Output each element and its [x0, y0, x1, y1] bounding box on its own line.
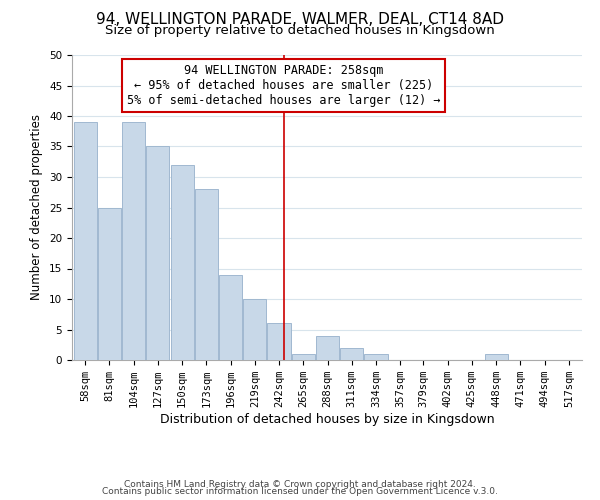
Text: Size of property relative to detached houses in Kingsdown: Size of property relative to detached ho… [105, 24, 495, 37]
Bar [340, 348, 364, 360]
Text: Contains public sector information licensed under the Open Government Licence v.: Contains public sector information licen… [102, 487, 498, 496]
Bar [146, 146, 169, 360]
Bar [219, 274, 242, 360]
X-axis label: Distribution of detached houses by size in Kingsdown: Distribution of detached houses by size … [160, 413, 494, 426]
Text: 94, WELLINGTON PARADE, WALMER, DEAL, CT14 8AD: 94, WELLINGTON PARADE, WALMER, DEAL, CT1… [96, 12, 504, 28]
Bar [195, 189, 218, 360]
Bar [74, 122, 97, 360]
Bar [316, 336, 339, 360]
Bar [292, 354, 315, 360]
Bar [122, 122, 145, 360]
Bar [268, 324, 290, 360]
Bar [243, 299, 266, 360]
Bar [98, 208, 121, 360]
Bar [485, 354, 508, 360]
Bar [364, 354, 388, 360]
Text: Contains HM Land Registry data © Crown copyright and database right 2024.: Contains HM Land Registry data © Crown c… [124, 480, 476, 489]
Bar [170, 165, 194, 360]
Y-axis label: Number of detached properties: Number of detached properties [31, 114, 43, 300]
Text: 94 WELLINGTON PARADE: 258sqm
← 95% of detached houses are smaller (225)
5% of se: 94 WELLINGTON PARADE: 258sqm ← 95% of de… [127, 64, 440, 107]
